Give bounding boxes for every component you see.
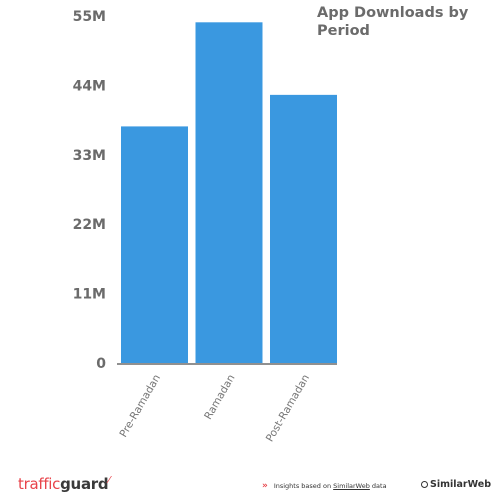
chart-title: App Downloads by Period [317, 5, 469, 39]
insights-suffix: data [369, 482, 387, 490]
similarweb-brand-text: SimilarWeb [430, 479, 491, 490]
insights-prefix: Insights based on [273, 482, 334, 490]
y-tick-label: 0 [96, 356, 106, 372]
bar-pre-ramadan [121, 126, 188, 363]
footer: trafficguard⁄ » Insights based on Similar… [0, 472, 500, 500]
trafficguard-logo: trafficguard⁄ [18, 475, 110, 493]
insights-note: » Insights based on SimilarWeb data [262, 481, 387, 491]
x-tick-label: Post-Ramadan [264, 373, 312, 445]
y-tick-label: 22M [73, 217, 106, 233]
bar-ramadan [195, 22, 263, 364]
logo-mark-icon: ⁄ [108, 475, 110, 486]
similarweb-link[interactable]: SimilarWeb [333, 482, 370, 490]
bar-post-ramadan [270, 94, 337, 363]
logo-text-part2: guard [60, 475, 109, 493]
similarweb-logo-icon [421, 481, 428, 488]
y-tick-label: 33M [73, 148, 106, 164]
x-tick-label: Pre-Ramadan [118, 373, 164, 440]
x-tick-label: Ramadan [202, 373, 237, 422]
double-chevron-icon: » [262, 481, 268, 491]
bar-chart: 0 11M 22M 33M 44M 55M Pre-Ramadan Ramadan Post-… [73, 9, 337, 445]
similarweb-logo: SimilarWeb [421, 479, 491, 490]
x-axis-ticks: Pre-Ramadan Ramadan Post-Ramadan [118, 373, 313, 445]
y-axis-ticks: 0 11M 22M 33M 44M 55M [73, 9, 107, 372]
bars [121, 22, 337, 364]
y-tick-label: 11M [73, 287, 106, 303]
logo-text-part1: traffic [18, 475, 61, 493]
y-tick-label: 55M [73, 9, 106, 25]
y-tick-label: 44M [73, 78, 106, 94]
